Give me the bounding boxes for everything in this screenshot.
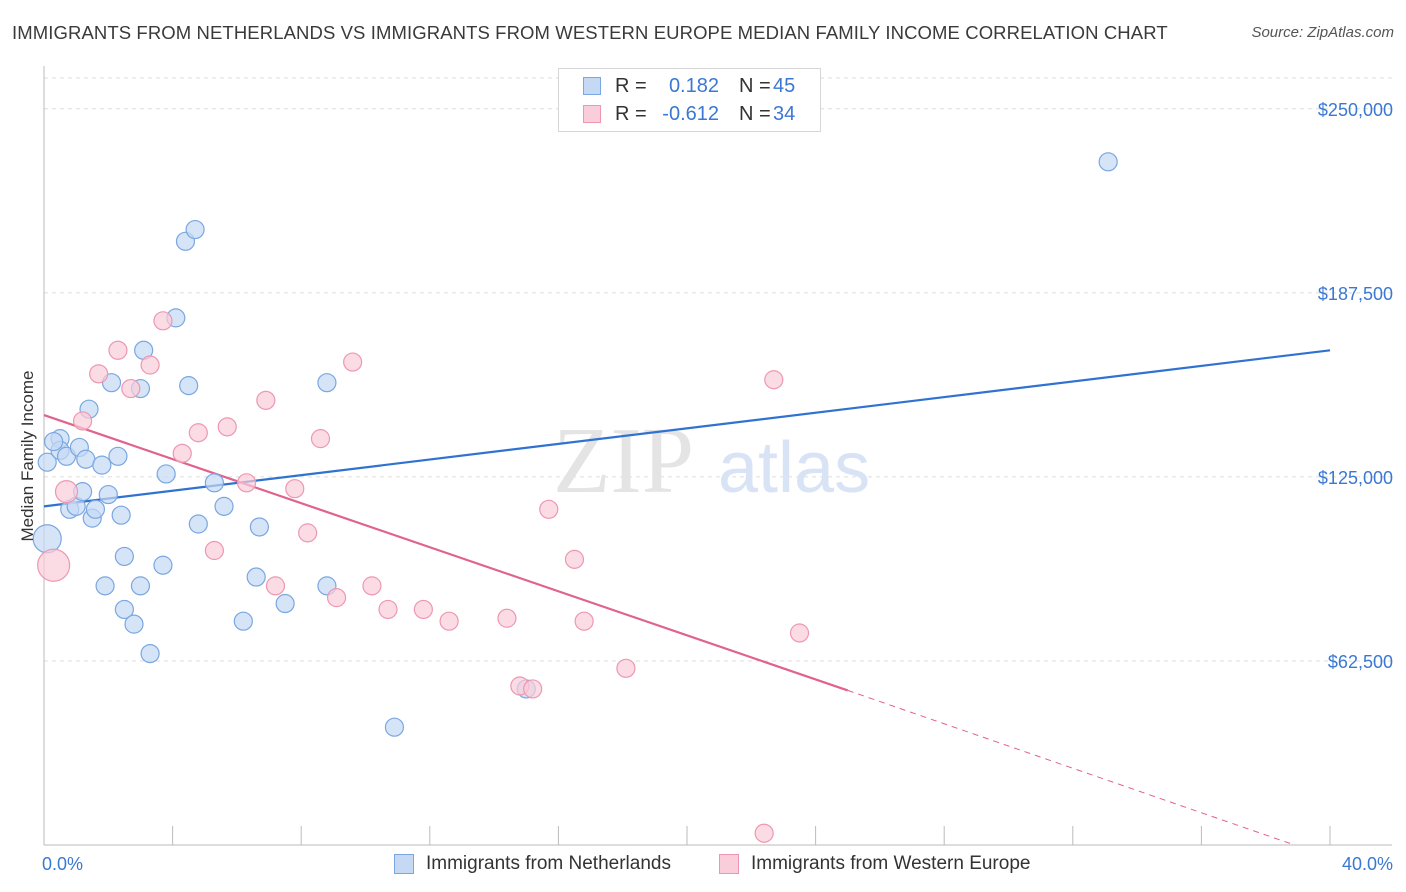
data-point-blue (85, 499, 106, 519)
data-point-pink (204, 540, 224, 561)
y-axis-label: Median Family Income (18, 370, 37, 542)
data-point-pink (343, 352, 363, 372)
series-label-western-europe: Immigrants from Western Europe (751, 853, 1031, 874)
data-point-blue (204, 473, 224, 493)
data-point-blue (249, 517, 270, 537)
data-point-pink (754, 823, 774, 843)
data-point-blue (384, 717, 405, 737)
data-point-blue (124, 614, 144, 634)
data-point-blue (111, 505, 131, 525)
data-point-pink (153, 311, 173, 331)
legend-r-label: R = (615, 102, 647, 125)
x-tick-label: 40.0% (1342, 854, 1393, 874)
data-point-pink (89, 364, 109, 384)
y-tick-label: $62,500 (1328, 652, 1393, 672)
data-point-pink (298, 523, 318, 543)
y-tick-label: $250,000 (1318, 100, 1393, 120)
data-point-pink (256, 390, 276, 410)
data-point-pink (574, 611, 594, 631)
chart-title: IMMIGRANTS FROM NETHERLANDS VS IMMIGRANT… (12, 22, 1168, 43)
data-point-pink (108, 340, 128, 360)
data-point-pink (172, 443, 192, 463)
data-point-pink (236, 473, 257, 493)
data-points (32, 152, 1118, 843)
series-swatch-blue (394, 854, 414, 874)
data-point-blue (156, 464, 176, 484)
data-point-pink (54, 480, 79, 504)
data-point-pink (764, 370, 784, 390)
data-point-pink (378, 599, 398, 620)
legend-n-label: N = (739, 74, 771, 97)
legend-swatch-blue (583, 77, 601, 95)
tick-labels: $62,500 $125,000 $187,500 $250,000 0.0% 40.0% (42, 100, 1393, 874)
data-point-blue (76, 449, 96, 469)
legend-n-value: 45 (773, 74, 796, 97)
x-tick-label: 0.0% (42, 854, 83, 874)
data-point-pink (616, 658, 636, 678)
data-point-blue (275, 593, 295, 614)
legend-n-label: N = (739, 102, 771, 125)
legend-r-value: -0.612 (662, 102, 719, 125)
data-point-pink (140, 355, 160, 375)
source-label: Source: ZipAtlas.com (1251, 24, 1394, 41)
series-legend-western-europe: Immigrants from Western Europe (719, 851, 1030, 877)
grid-lines (44, 77, 1392, 662)
data-point-blue (179, 376, 199, 396)
data-point-pink (37, 548, 71, 582)
data-point-pink (362, 576, 382, 596)
legend-r-label: R = (615, 74, 647, 97)
data-point-blue (114, 546, 134, 567)
data-point-blue (108, 446, 128, 466)
data-point-pink (564, 549, 585, 569)
data-point-blue (98, 484, 118, 505)
data-point-pink (326, 588, 347, 608)
data-point-pink (523, 679, 543, 699)
data-point-pink (72, 411, 93, 431)
data-point-pink (539, 499, 559, 519)
trend-line-0 (43, 349, 1331, 508)
series-label-netherlands: Immigrants from Netherlands (426, 853, 671, 874)
data-point-blue (44, 431, 64, 452)
series-legend-netherlands: Immigrants from Netherlands (394, 851, 671, 877)
data-point-blue (317, 373, 337, 393)
trend-line-2 (847, 689, 1295, 846)
data-point-pink (413, 599, 433, 620)
data-point-blue (153, 555, 173, 575)
data-point-pink (439, 611, 459, 631)
data-point-blue (140, 643, 160, 664)
data-point-pink (310, 429, 331, 449)
data-point-pink (188, 423, 208, 443)
data-point-blue (95, 576, 115, 596)
data-point-pink (285, 479, 305, 499)
stats-legend: R = 0.182 N = 45 R = -0.612 N = 34 (558, 68, 821, 132)
data-point-blue (214, 496, 234, 516)
data-point-blue (114, 599, 134, 620)
data-point-blue (233, 611, 253, 631)
data-point-blue (185, 219, 205, 240)
y-tick-label: $187,500 (1318, 284, 1393, 304)
data-point-pink (497, 608, 517, 628)
watermark-atlas: atlas (718, 428, 870, 508)
data-point-pink (265, 576, 286, 596)
legend-swatch-pink (583, 105, 601, 123)
data-point-blue (188, 514, 208, 534)
data-point-blue (130, 576, 151, 596)
y-tick-label: $125,000 (1318, 468, 1393, 488)
legend-row-western-europe: R = -0.612 N = 34 (583, 102, 795, 126)
watermark-zip: ZIP (553, 409, 694, 513)
data-point-pink (789, 623, 810, 643)
data-point-pink (121, 378, 141, 399)
legend-row-netherlands: R = 0.182 N = 45 (583, 74, 795, 98)
data-point-blue (1098, 152, 1118, 172)
legend-r-value: 0.182 (668, 74, 719, 97)
data-point-blue (246, 567, 266, 587)
data-point-blue (37, 452, 57, 472)
series-swatch-pink (719, 854, 739, 874)
legend-n-value: 34 (773, 102, 796, 125)
data-point-pink (217, 417, 237, 437)
watermark: ZIP atlas (553, 409, 870, 513)
data-point-blue (92, 455, 112, 475)
